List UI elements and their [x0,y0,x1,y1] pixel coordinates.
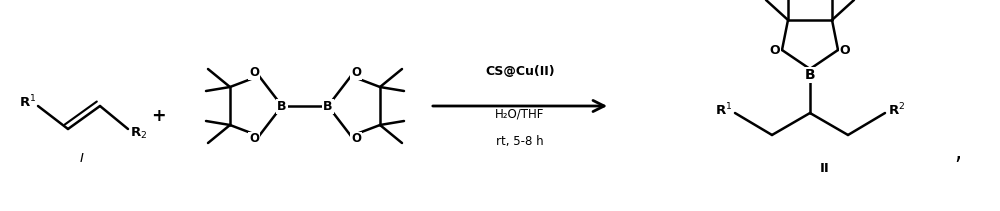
Text: O: O [840,43,850,57]
Text: O: O [351,66,361,80]
Text: R$^2$: R$^2$ [888,102,905,118]
Text: I: I [80,153,84,165]
Text: H₂O/THF: H₂O/THF [495,107,545,120]
Text: B: B [805,68,815,82]
Text: O: O [770,43,780,57]
Text: B: B [323,100,333,112]
Text: II: II [820,162,830,176]
Text: O: O [351,133,361,146]
Text: O: O [249,133,259,146]
Text: R$^1$: R$^1$ [715,102,732,118]
Text: rt, 5-8 h: rt, 5-8 h [496,134,544,147]
Text: O: O [249,66,259,80]
Text: R$_2$: R$_2$ [130,126,147,141]
Text: R$^1$: R$^1$ [19,94,36,110]
Text: B: B [277,100,287,112]
Text: ,: , [954,142,962,165]
Text: CS@Cu(II): CS@Cu(II) [485,65,555,77]
Text: +: + [151,107,165,125]
